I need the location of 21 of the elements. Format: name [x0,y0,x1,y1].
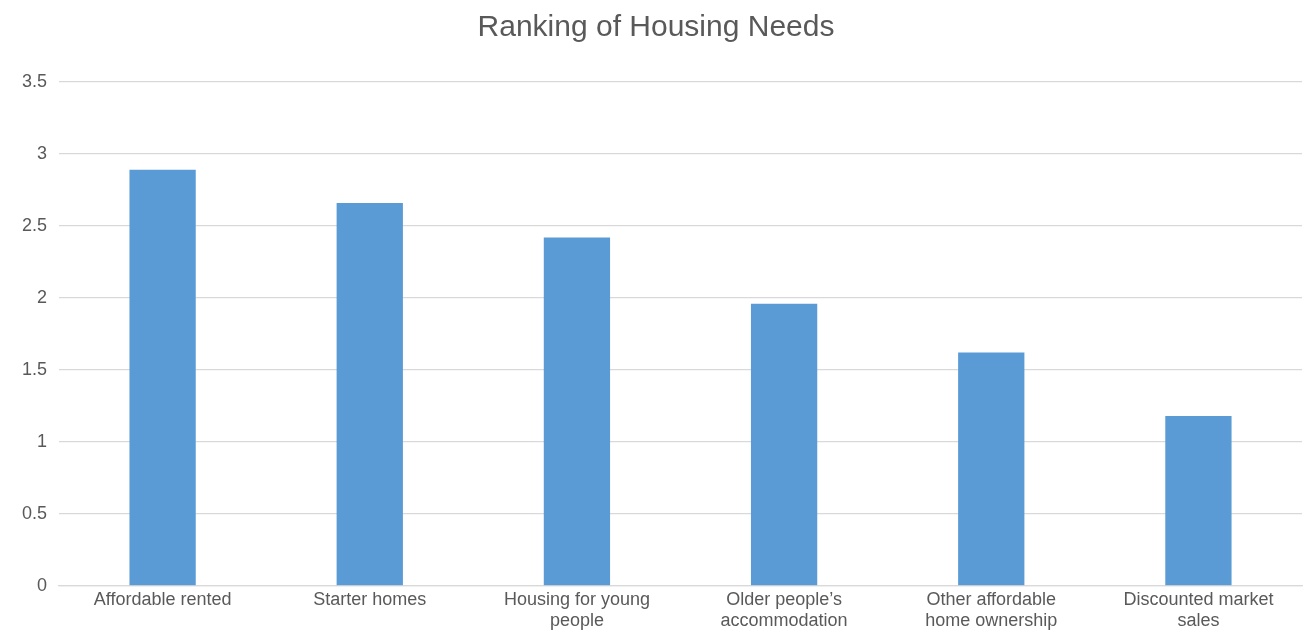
x-tick-label: Older people’s accommodation [720,588,848,631]
bar [1165,415,1232,586]
y-tick-label: 0 [37,574,48,595]
y-tick-label: 0.5 [21,502,48,523]
x-tick-label: Starter homes [313,588,427,609]
bar [750,303,818,586]
bar [129,169,196,586]
y-tick-label: 1.5 [21,358,48,379]
y-tick-label: 3 [37,142,48,163]
y-tick-label: 3.5 [21,70,48,91]
x-tick-label: Other affordable home ownership [925,588,1058,631]
y-tick-label: 2 [37,286,48,307]
y-tick-label: 1 [37,430,48,451]
x-tick-label: Housing for young people [503,588,650,631]
bar [543,237,611,586]
bar [958,352,1025,586]
y-tick-label: 2.5 [21,214,48,235]
x-tick-label: Discounted market sales [1123,588,1274,631]
x-tick-label: Affordable rented [93,588,232,609]
chart-title: Ranking of Housing Needs [477,9,835,43]
bar [336,202,403,586]
